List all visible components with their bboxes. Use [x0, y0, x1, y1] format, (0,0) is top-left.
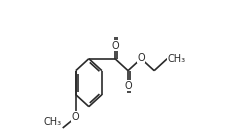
Text: CH₃: CH₃ [168, 54, 186, 64]
Text: O: O [124, 81, 132, 91]
Text: O: O [137, 53, 145, 63]
Text: O: O [111, 41, 119, 51]
Text: CH₃: CH₃ [43, 117, 61, 127]
Text: O: O [72, 112, 80, 122]
